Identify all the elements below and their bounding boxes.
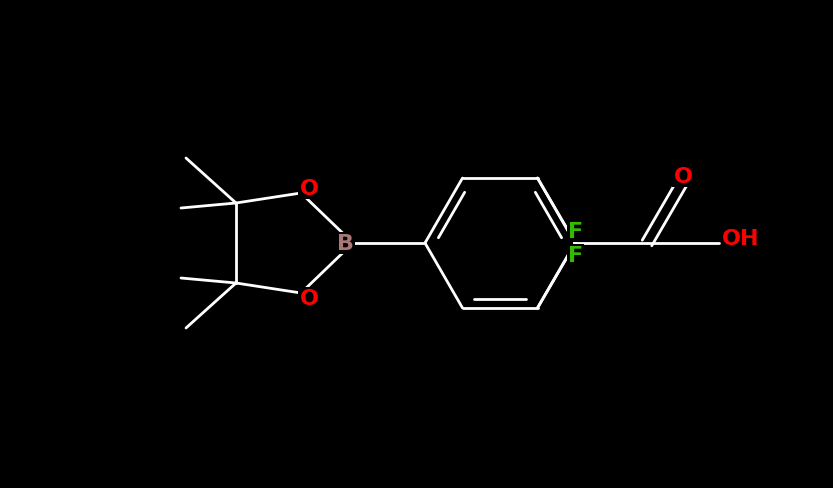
Text: OH: OH bbox=[722, 228, 760, 248]
Text: O: O bbox=[674, 167, 692, 186]
Text: O: O bbox=[300, 179, 318, 199]
Text: B: B bbox=[337, 234, 353, 253]
Text: O: O bbox=[300, 288, 318, 308]
Text: F: F bbox=[568, 245, 583, 265]
Text: F: F bbox=[568, 222, 583, 242]
